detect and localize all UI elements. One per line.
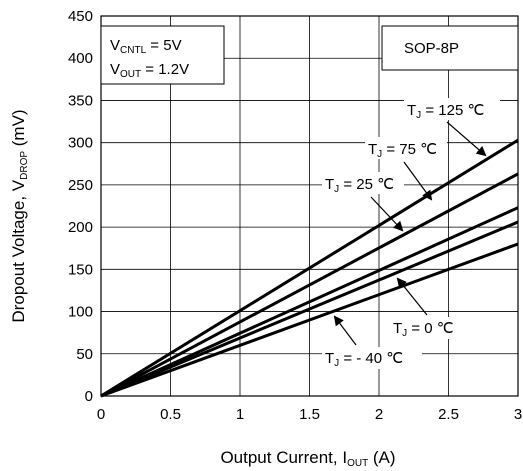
package-box: SOP-8P (381, 25, 519, 71)
arrow-tj-25 (370, 196, 404, 232)
x-tick-label: 2.5 (438, 406, 459, 423)
y-tick-label: 100 (68, 304, 93, 321)
y-tick-label: 350 (68, 92, 93, 109)
arrow-tj-minus40 (333, 315, 357, 346)
x-tick-label: 1.5 (299, 406, 320, 423)
y-tick-label: 200 (68, 219, 93, 236)
arrow-tj-0 (396, 277, 428, 316)
series-line (100, 138, 519, 398)
arrow-tj-75 (403, 161, 433, 201)
conditions-box: VCNTL = 5V VOUT = 1.2V (100, 25, 225, 85)
label-tj-25: TJ = 25 ℃ (325, 176, 394, 195)
series-line (100, 172, 519, 398)
y-tick-label: 250 (68, 177, 93, 194)
y-tick-labels: 0 50 100 150 200 250 300 350 400 450 (68, 8, 93, 405)
y-tick-label: 150 (68, 261, 93, 278)
label-tj-0: TJ = 0 ℃ (393, 320, 454, 339)
series-line (100, 206, 519, 398)
x-tick-label: 0.5 (160, 406, 181, 423)
label-tj-125: TJ = 125 ℃ (407, 102, 484, 121)
y-axis-title: Dropout Voltage, VDROP (mV) (9, 109, 30, 322)
series-lines (100, 138, 519, 398)
y-tick-label: 400 (68, 50, 93, 67)
arrow-tj-125 (446, 121, 487, 157)
condition-vcntl: VCNTL = 5V (110, 37, 182, 56)
plot-frame (100, 15, 519, 397)
label-tj-75: TJ = 75 ℃ (368, 141, 437, 160)
y-tick-label: 50 (76, 346, 93, 363)
series-annotations: TJ = 125 ℃ TJ = 75 ℃ TJ = 25 ℃ TJ = 0 ℃ … (322, 98, 500, 369)
x-tick-label: 3 (514, 406, 522, 423)
y-tick-label: 300 (68, 135, 93, 152)
x-tick-labels: 0 0.5 1 1.5 2 2.5 3 (97, 406, 522, 423)
y-tick-label: 450 (68, 8, 93, 25)
y-tick-label: 0 (85, 388, 93, 405)
package-label: SOP-8P (404, 40, 459, 57)
condition-vout: VOUT = 1.2V (110, 61, 189, 80)
x-tick-label: 2 (375, 406, 383, 423)
x-axis-title: Output Current, IOUT (A) (220, 448, 395, 469)
series-line (100, 220, 519, 398)
series-line (100, 242, 519, 398)
x-tick-label: 1 (236, 406, 244, 423)
label-tj-minus40: TJ = - 40 ℃ (325, 350, 403, 369)
x-tick-label: 0 (97, 406, 105, 423)
